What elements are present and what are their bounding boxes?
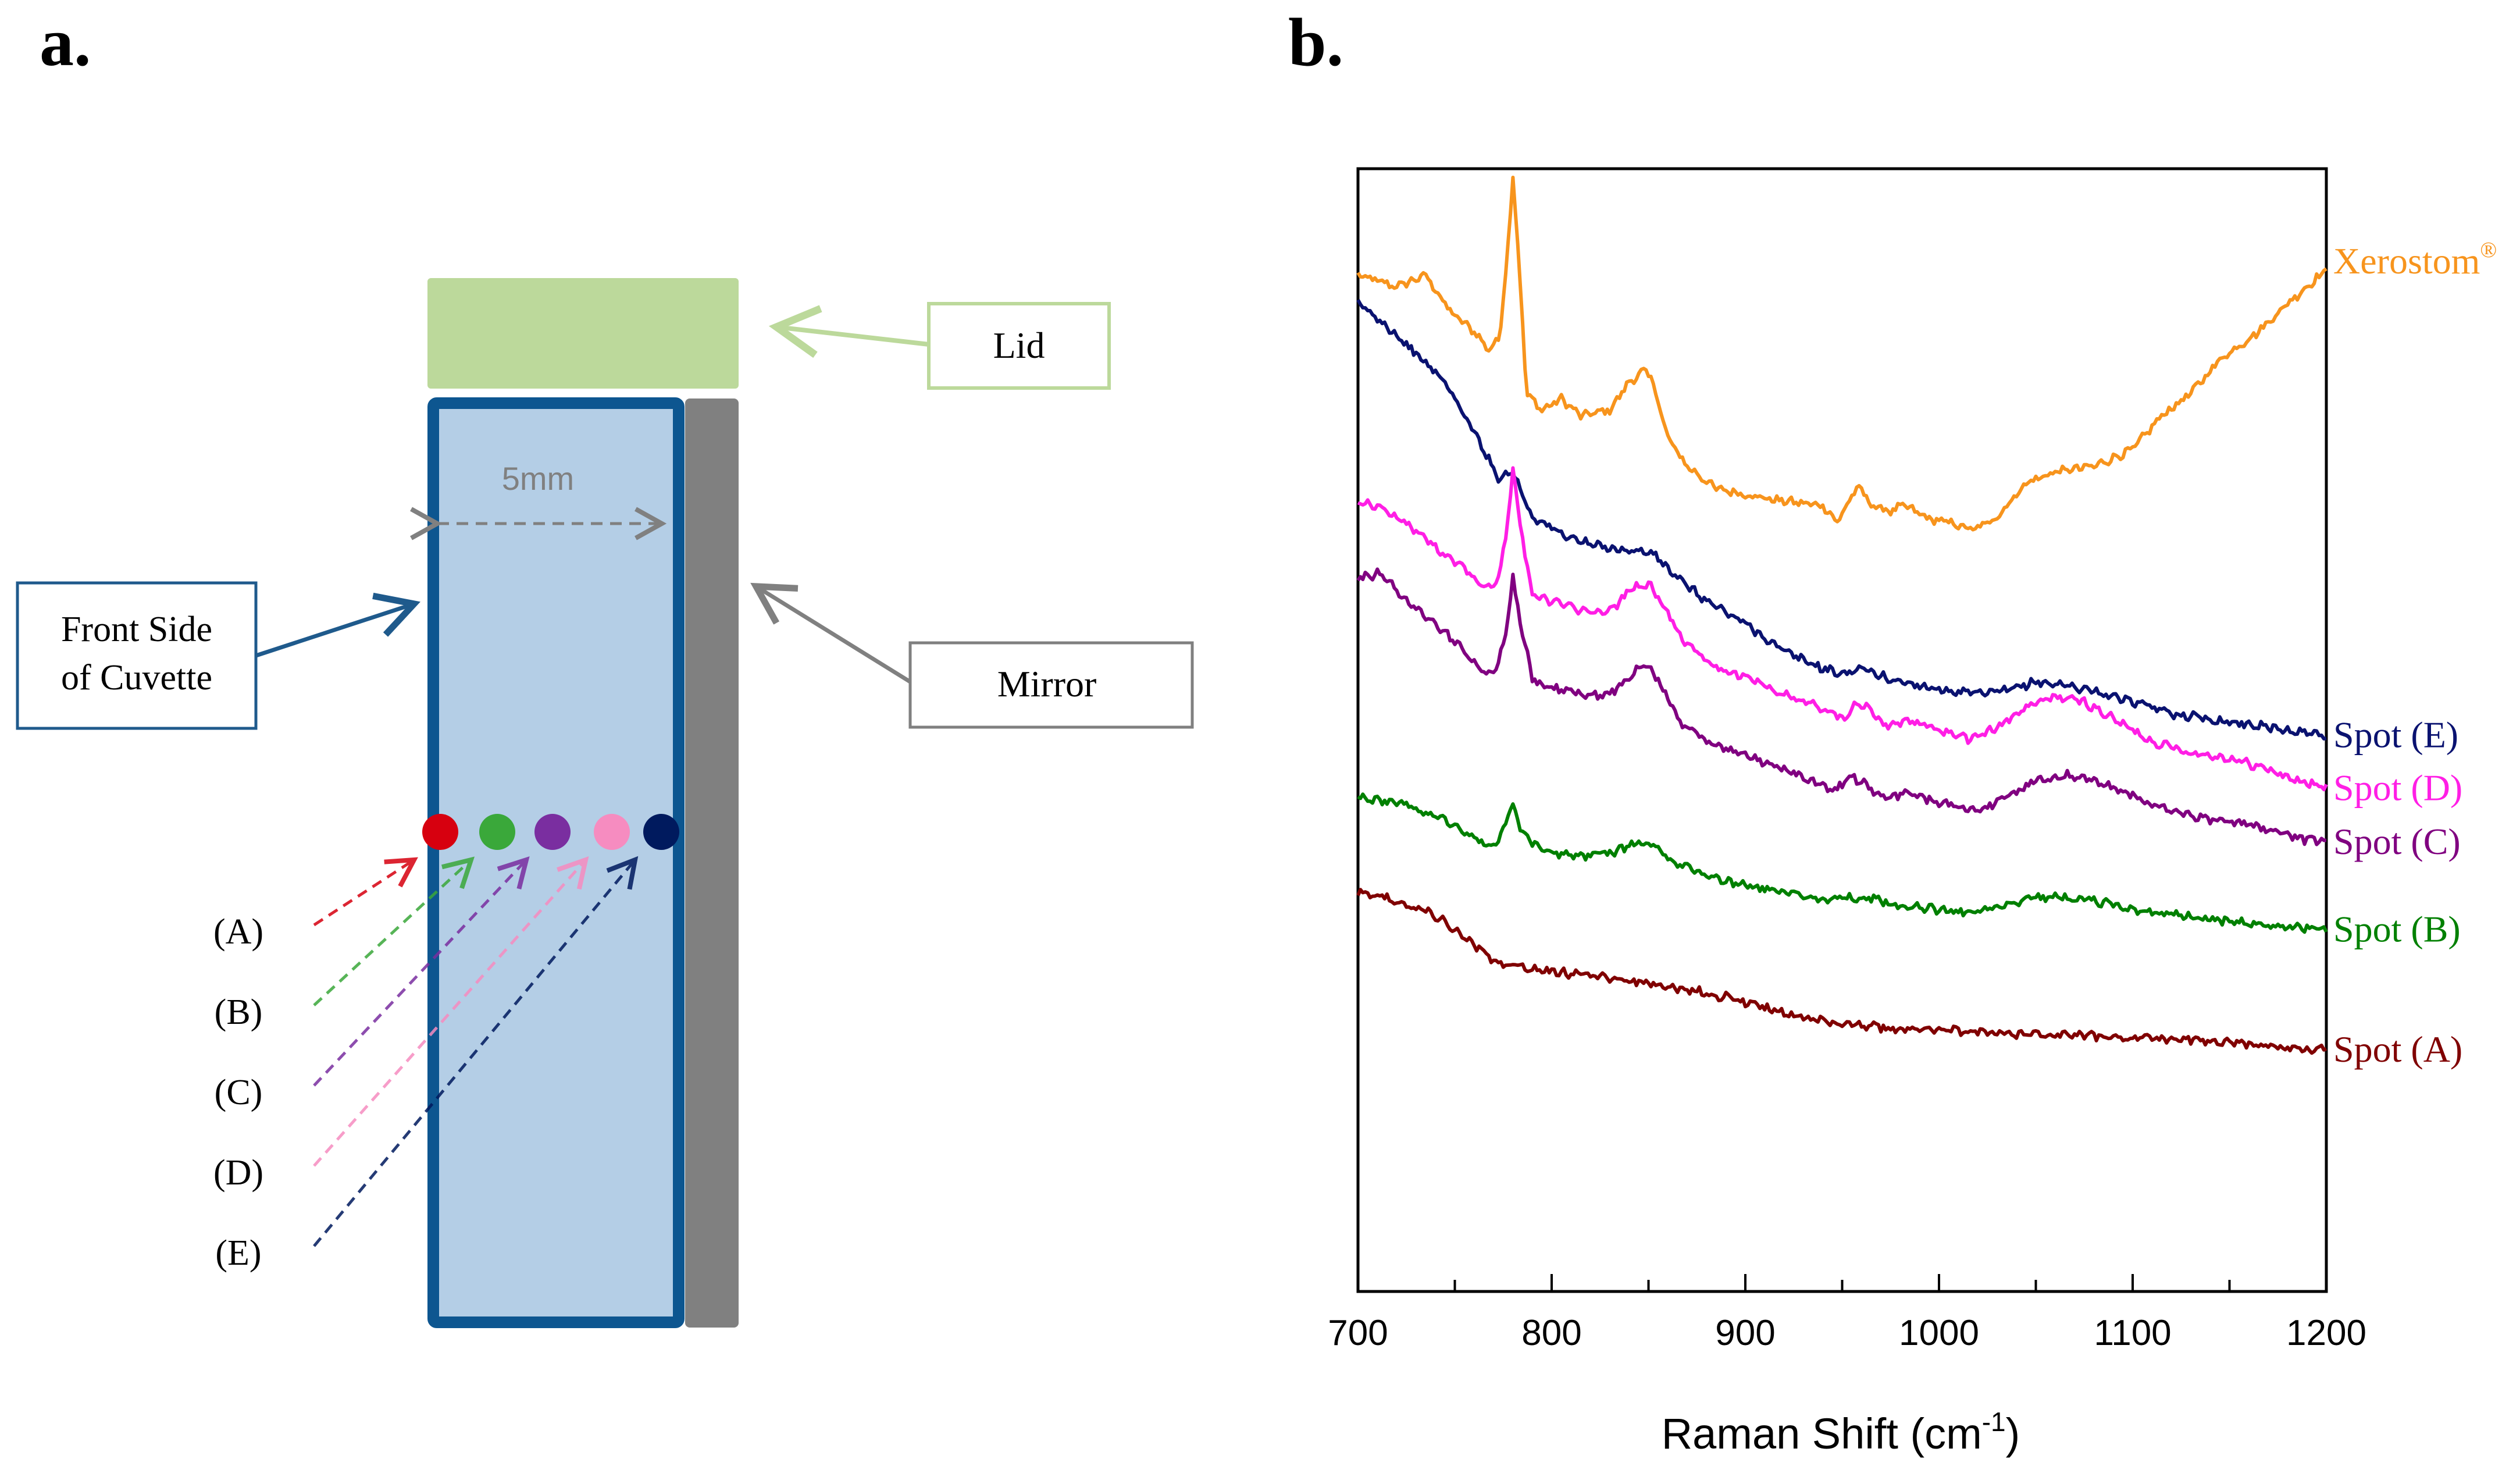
panel-a: a. Lid 5mm Front Side of Cuvette Mirror …	[16, 4, 1194, 1328]
spot-b-dot	[479, 814, 515, 850]
spot-a-label: (A)	[213, 912, 263, 952]
mirror-arrow	[750, 582, 911, 684]
spot-e-dot	[643, 814, 679, 850]
spot-a-arrow	[313, 857, 418, 927]
x-axis-label: Raman Shift (cm-1)	[1662, 1407, 2020, 1458]
width-label: 5mm	[502, 460, 574, 497]
plot-frame	[1356, 167, 2328, 1293]
series-label-spot-c-text: Spot (C)	[2333, 821, 2461, 862]
series-labels: Xerostom® Spot (E) Spot (D) Spot (C) Spot (B…	[2333, 238, 2497, 1070]
lid-arrow	[768, 305, 929, 358]
x-tick-label-1000: 1000	[1899, 1313, 1979, 1353]
series-label-spot-b-text: Spot (B)	[2333, 909, 2461, 950]
front-side-label-line1: Front Side	[61, 610, 212, 649]
series-line-xerostom	[1356, 176, 2327, 532]
series-label-spot-d: Spot (D)	[2333, 767, 2462, 808]
x-tick-label-1200: 1200	[2286, 1313, 2366, 1353]
mirror-label: Mirror	[997, 663, 1097, 704]
lid	[427, 278, 739, 389]
x-tick-label-1100: 1100	[2094, 1313, 2171, 1353]
series-label-xerostom-sup: ®	[2480, 238, 2497, 262]
series-label-spot-d-text: Spot (D)	[2333, 767, 2462, 808]
series-line-spot-c	[1356, 567, 2326, 846]
series-label-spot-c: Spot (C)	[2333, 821, 2461, 862]
spot-e-label: (E)	[215, 1233, 261, 1273]
spot-b-label: (B)	[215, 992, 263, 1032]
panel-b-letter: b.	[1288, 4, 1343, 80]
series-line-spot-d	[1357, 466, 2328, 792]
spot-e-arrow	[313, 856, 639, 1247]
spot-c-label: (C)	[215, 1073, 263, 1112]
series	[1356, 176, 2328, 1055]
series-label-spot-a-text: Spot (A)	[2333, 1029, 2462, 1070]
x-tick-label-700: 700	[1328, 1313, 1388, 1353]
spots: (A) (B) (C) (D) (E)	[213, 814, 679, 1273]
front-side-arrow	[255, 592, 420, 658]
lid-label: Lid	[993, 325, 1045, 366]
series-label-spot-a: Spot (A)	[2333, 1029, 2462, 1070]
spot-d-dot	[594, 814, 630, 850]
x-tick-label-900: 900	[1715, 1313, 1775, 1353]
spot-d-arrow	[313, 856, 589, 1167]
spot-c-dot	[534, 814, 571, 850]
mirror-label-box	[908, 641, 1194, 729]
front-side-label-line2: of Cuvette	[61, 658, 212, 698]
series-line-spot-b	[1357, 792, 2328, 934]
panel-b: b. 700 800 900 1000 1100 1200 Xerostom® Spot (…	[1288, 4, 2497, 1458]
front-side-label-box	[16, 581, 258, 730]
x-axis-label-main: Raman Shift (cm	[1662, 1410, 1982, 1458]
x-tick-label-800: 800	[1521, 1313, 1581, 1353]
series-label-spot-e-text: Spot (E)	[2333, 714, 2458, 756]
series-label-xerostom-text: Xerostom	[2333, 240, 2480, 282]
spot-d-label: (D)	[213, 1153, 263, 1193]
spot-a-dot	[422, 814, 458, 850]
spot-b-arrow	[313, 856, 475, 1006]
series-line-spot-e	[1356, 298, 2327, 741]
panel-a-letter: a.	[40, 4, 91, 80]
x-axis: 700 800 900 1000 1100 1200	[1328, 1274, 2366, 1353]
x-axis-label-sup: -1	[1982, 1407, 2006, 1437]
series-line-spot-a	[1356, 888, 2327, 1055]
mirror	[685, 398, 739, 1328]
series-label-spot-e: Spot (E)	[2333, 714, 2458, 756]
series-label-xerostom: Xerostom®	[2333, 238, 2497, 282]
series-label-spot-b: Spot (B)	[2333, 909, 2461, 950]
cuvette	[427, 397, 685, 1328]
x-axis-label-close: )	[2006, 1410, 2020, 1458]
lid-label-box	[927, 302, 1111, 390]
